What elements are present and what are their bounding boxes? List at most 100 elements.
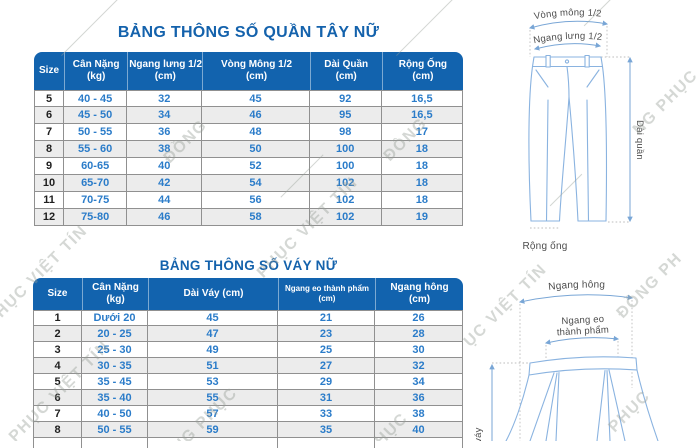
table-cell: 6	[33, 390, 82, 406]
table-cell: 54	[202, 175, 310, 192]
table-cell: 38	[127, 141, 203, 158]
table-cell: 29	[278, 374, 375, 390]
table-cell: 59	[148, 422, 278, 438]
table-cell: 25 - 30	[82, 342, 148, 358]
table-cell: 1	[33, 310, 82, 326]
table-cell: 50	[202, 141, 310, 158]
table-row: 12 75-80 46 58 102 19	[34, 209, 463, 226]
table-cell: 92	[309, 90, 382, 107]
skirt-drawing	[505, 356, 659, 441]
table-cell: 46	[127, 209, 203, 226]
table-cell: 49	[148, 342, 278, 358]
table-cell: 17	[381, 124, 463, 141]
table-cell: 40	[375, 422, 463, 438]
table-cell: 51	[148, 358, 278, 374]
table-header-row: Size Cân Nặng (kg) Dài Váy (cm) Ngang eo thà…	[33, 278, 463, 310]
table-cell: 40 - 50	[82, 406, 148, 422]
skirt-waist-dimension-arc	[544, 335, 620, 345]
table-row: 10 65-70 42 54 102 18	[34, 175, 463, 192]
skirt-table-title: BẢNG THÔNG SỐ VÁY NỮ	[159, 258, 338, 273]
table-cell: 19	[381, 209, 463, 226]
trousers-drawing	[528, 54, 608, 222]
table-cell: 6	[34, 107, 65, 124]
pants-hip-label: Vòng mông 1/2	[533, 7, 602, 22]
table-cell: 18	[381, 141, 463, 158]
column-header: Cân Nặng (kg)	[82, 278, 148, 310]
table-cell	[33, 438, 82, 448]
table-cell	[375, 438, 463, 448]
table-cell: 47	[148, 326, 278, 342]
column-header: Ngang eo thành phẩm (cm)	[278, 278, 375, 310]
table-cell: 95	[309, 107, 382, 124]
table-cell: 18	[381, 158, 463, 175]
table-cell	[148, 438, 278, 448]
table-row: 1 Dưới 20 45 21 26	[33, 310, 463, 326]
skirt-size-table: Size Cân Nặng (kg) Dài Váy (cm) Ngang eo thà…	[33, 278, 463, 448]
table-cell: 9	[34, 158, 65, 175]
table-cell: 23	[278, 326, 375, 342]
table-cell: 45	[202, 90, 310, 107]
table-row: 11 70-75 44 56 102 18	[34, 192, 463, 209]
partial-table-row	[33, 438, 463, 448]
hip-dimension-arc	[528, 20, 609, 30]
column-header: Size	[33, 278, 82, 310]
table-cell: 102	[309, 209, 382, 226]
column-header: Size	[34, 52, 65, 90]
table-cell: 38	[375, 406, 463, 422]
skirt-waist-label-line1: Ngang eo	[561, 314, 604, 327]
skirt-hip-dimension-arc	[518, 294, 634, 304]
table-cell: 102	[309, 192, 382, 209]
table-row: 7 50 - 55 36 48 98 17	[34, 124, 463, 141]
table-cell: 75-80	[64, 209, 128, 226]
table-cell: 7	[34, 124, 65, 141]
column-header: Vòng Mông 1/2 (cm)	[202, 52, 310, 90]
table-cell: 36	[375, 390, 463, 406]
table-row: 5 35 - 45 53 29 34	[33, 374, 463, 390]
column-header: Rộng Ống (cm)	[381, 52, 463, 90]
table-cell: 8	[34, 141, 65, 158]
table-row: 3 25 - 30 49 25 30	[33, 342, 463, 358]
table-cell: 48	[202, 124, 310, 141]
table-row: 2 20 - 25 47 23 28	[33, 326, 463, 342]
table-cell	[82, 438, 148, 448]
table-cell: 58	[202, 209, 310, 226]
table-cell: 32	[127, 90, 203, 107]
table-cell: 11	[34, 192, 65, 209]
pants-length-label: Dài quần	[634, 120, 645, 160]
table-cell: 18	[381, 175, 463, 192]
table-cell: 40 - 45	[64, 90, 128, 107]
table-cell: 3	[33, 342, 82, 358]
table-cell: 27	[278, 358, 375, 374]
table-cell: 20 - 25	[82, 326, 148, 342]
table-row: 8 55 - 60 38 50 100 18	[34, 141, 463, 158]
table-cell: 53	[148, 374, 278, 390]
column-header: Dài Váy (cm)	[148, 278, 278, 310]
table-row: 6 45 - 50 34 46 95 16,5	[34, 107, 463, 124]
table-cell: 12	[34, 209, 65, 226]
pants-leg-opening-label: Rộng ống	[523, 240, 568, 252]
table-cell: 30	[375, 342, 463, 358]
table-cell: 45 - 50	[64, 107, 128, 124]
table-cell: 16,5	[381, 90, 463, 107]
table-cell: 26	[375, 310, 463, 326]
table-cell: 18	[381, 192, 463, 209]
table-cell: 70-75	[64, 192, 128, 209]
table-cell: 45	[148, 310, 278, 326]
pants-diagram: Vòng mông 1/2 Ngang lưng 1/2 Dài quần Rộ…	[523, 7, 645, 252]
table-cell: 102	[309, 175, 382, 192]
table-cell: 33	[278, 406, 375, 422]
table-cell: 32	[375, 358, 463, 374]
table-cell: 57	[148, 406, 278, 422]
table-row: 4 30 - 35 51 27 32	[33, 358, 463, 374]
table-cell: 60-65	[64, 158, 128, 175]
table-cell: 42	[127, 175, 203, 192]
table-cell: 4	[33, 358, 82, 374]
table-cell: 5	[34, 90, 65, 107]
skirt-diagram: Ngang hông Ngang eo thành phẩm Dài váy	[473, 280, 659, 441]
table-header-row: Size Cân Nặng (kg) Ngang lưng 1/2 (cm) Vòng M…	[34, 52, 463, 90]
table-cell: 25	[278, 342, 375, 358]
pants-table-title: BẢNG THÔNG SỐ QUẦN TÂY NỮ	[117, 24, 380, 41]
table-cell: 5	[33, 374, 82, 390]
table-cell: 35 - 40	[82, 390, 148, 406]
table-cell: 7	[33, 406, 82, 422]
